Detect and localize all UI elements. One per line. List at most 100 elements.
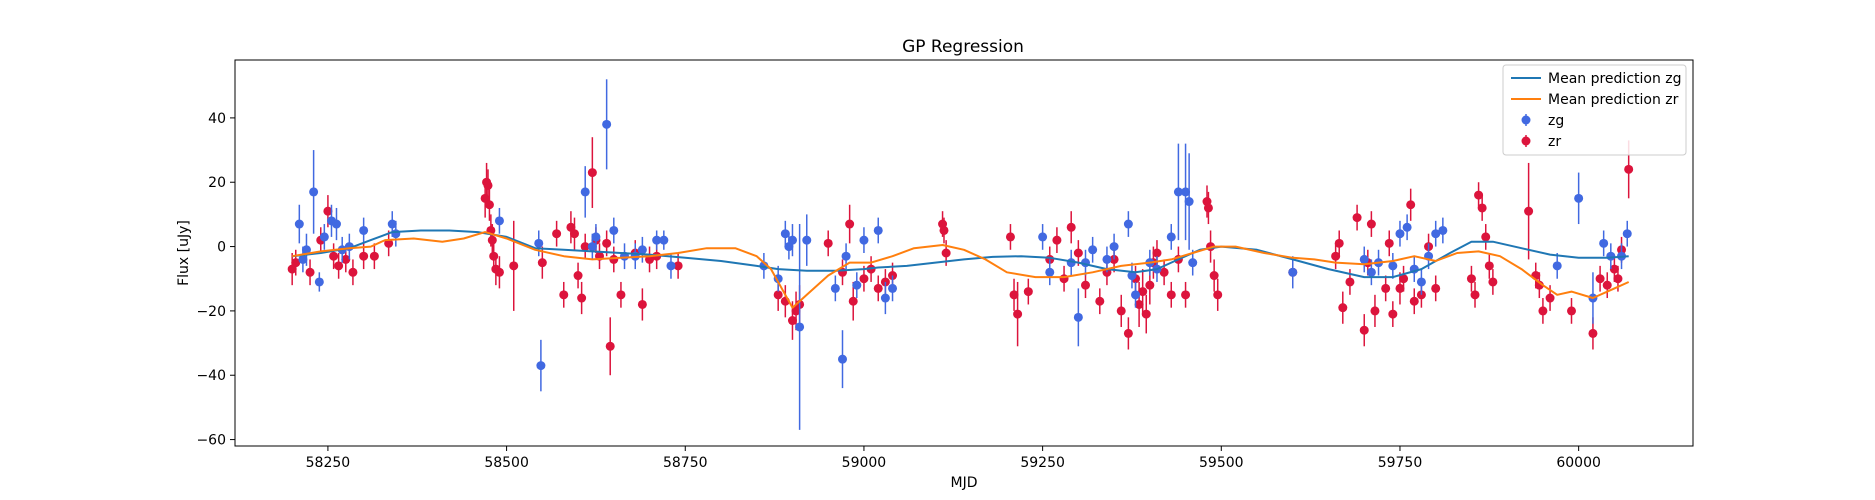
- data-point-zr: [673, 261, 683, 271]
- data-point-zg: [1131, 290, 1141, 300]
- data-point-zg: [1073, 312, 1083, 322]
- data-point-zg: [1416, 277, 1426, 287]
- series-line-mean-prediction-zr: [292, 231, 1630, 309]
- data-point-zr: [773, 290, 783, 300]
- data-point-zg: [331, 219, 341, 229]
- data-point-zr: [1406, 200, 1416, 210]
- data-point-zr: [1134, 299, 1144, 309]
- data-point-zr: [1602, 280, 1612, 290]
- data-point-zr: [1213, 290, 1223, 300]
- legend-swatch-zg-marker: [1521, 115, 1531, 125]
- data-point-zr: [1081, 280, 1090, 290]
- data-point-zr: [341, 254, 351, 264]
- data-point-zg: [314, 277, 324, 287]
- data-point-zr: [587, 168, 597, 178]
- plot-area: [234, 59, 1694, 447]
- data-point-zg: [852, 280, 862, 290]
- data-point-zr: [1009, 290, 1019, 300]
- data-point-zg: [1045, 267, 1055, 277]
- data-point-zr: [1013, 309, 1023, 319]
- data-point-zr: [1345, 277, 1355, 287]
- x-tick-label: 59000: [842, 455, 887, 471]
- data-point-zg: [795, 322, 805, 332]
- data-point-zr: [369, 251, 379, 261]
- data-point-zr: [609, 254, 619, 264]
- data-point-zr: [1052, 235, 1062, 245]
- data-point-zr: [1159, 267, 1169, 277]
- data-point-zg: [1388, 261, 1398, 271]
- y-tick-label: −40: [196, 368, 226, 384]
- x-tick-label: 58500: [484, 455, 529, 471]
- y-tick-label: 40: [208, 111, 226, 127]
- data-point-zr: [1567, 306, 1576, 316]
- data-point-zg: [659, 235, 669, 245]
- data-point-zr: [602, 238, 612, 248]
- data-point-zr: [509, 261, 519, 271]
- data-point-zr: [1388, 309, 1398, 319]
- x-tick-label: 58750: [663, 455, 708, 471]
- data-point-zr: [1005, 232, 1015, 242]
- data-point-zr: [1609, 264, 1619, 274]
- data-point-zr: [1384, 238, 1394, 248]
- data-point-zg: [652, 235, 662, 245]
- data-point-zg: [609, 225, 619, 235]
- data-point-zg: [298, 254, 308, 264]
- data-point-zr: [489, 251, 499, 261]
- data-point-zr: [1474, 190, 1484, 200]
- data-point-zr: [605, 341, 615, 351]
- data-point-zg: [587, 242, 597, 252]
- data-point-zr: [1588, 328, 1598, 338]
- y-tick-label: −20: [196, 304, 226, 320]
- data-point-zg: [1173, 187, 1183, 197]
- data-point-zg: [494, 216, 504, 226]
- data-point-zg: [830, 283, 840, 293]
- legend-label-zg-line: Mean prediction zg: [1548, 71, 1682, 87]
- data-point-zr: [305, 267, 315, 277]
- data-point-zr: [1116, 306, 1126, 316]
- data-point-zr: [577, 293, 587, 303]
- data-point-zg: [787, 235, 797, 245]
- data-point-zr: [848, 296, 858, 306]
- series-line-mean-prediction-zg: [292, 229, 1629, 279]
- data-point-zr: [1399, 274, 1409, 284]
- data-point-zr: [329, 251, 339, 261]
- data-point-zr: [1470, 290, 1480, 300]
- data-point-zr: [1181, 290, 1191, 300]
- data-point-zg: [1574, 193, 1584, 203]
- data-point-zg: [880, 293, 890, 303]
- data-point-zr: [483, 180, 493, 190]
- data-point-zr: [823, 238, 833, 248]
- data-point-zr: [1141, 309, 1151, 319]
- data-point-zr: [1209, 271, 1219, 281]
- data-point-zr: [1431, 283, 1441, 293]
- data-point-zr: [573, 271, 583, 281]
- data-point-zr: [1524, 206, 1534, 216]
- data-point-zg: [1188, 258, 1198, 268]
- data-point-zr: [1352, 213, 1362, 223]
- data-point-zg: [1088, 245, 1098, 255]
- data-point-zr: [1138, 287, 1148, 297]
- data-point-zg: [387, 219, 397, 229]
- y-tick-label: 0: [217, 240, 226, 256]
- legend-label-zr-line: Mean prediction zr: [1548, 92, 1679, 108]
- x-tick-label: 59250: [1020, 455, 1065, 471]
- x-tick-label: 58250: [306, 455, 351, 471]
- data-point-zg: [1123, 219, 1133, 229]
- data-point-zr: [359, 251, 369, 261]
- data-point-zr: [537, 258, 547, 268]
- data-point-zr: [334, 261, 344, 271]
- data-point-zr: [559, 290, 569, 300]
- chart-title: GP Regression: [902, 37, 1024, 57]
- data-point-zr: [1152, 248, 1162, 258]
- data-point-zr: [637, 299, 647, 309]
- data-point-zg: [1038, 232, 1048, 242]
- data-point-zg: [1606, 251, 1616, 261]
- x-axis-label: MJD: [951, 475, 978, 491]
- data-point-zr: [1595, 274, 1605, 284]
- data-point-zr: [1545, 293, 1555, 303]
- data-point-zg: [1127, 271, 1137, 281]
- data-point-zr: [494, 267, 504, 277]
- data-point-zr: [552, 229, 562, 239]
- x-axis-ticks: 58250 58500 58750 59000 59250 59500 59750 60000: [306, 446, 1601, 471]
